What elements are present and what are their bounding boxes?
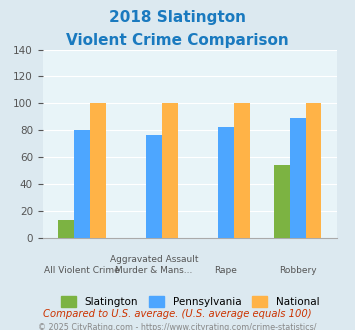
- Text: Compared to U.S. average. (U.S. average equals 100): Compared to U.S. average. (U.S. average …: [43, 309, 312, 318]
- Text: © 2025 CityRating.com - https://www.cityrating.com/crime-statistics/: © 2025 CityRating.com - https://www.city…: [38, 323, 317, 330]
- Text: Aggravated Assault: Aggravated Assault: [110, 255, 198, 264]
- Bar: [90, 103, 106, 238]
- Bar: [274, 165, 290, 238]
- Bar: [162, 103, 178, 238]
- Bar: [290, 118, 306, 238]
- Text: Murder & Mans...: Murder & Mans...: [115, 266, 193, 275]
- Text: 2018 Slatington: 2018 Slatington: [109, 10, 246, 25]
- Bar: [74, 130, 90, 238]
- Bar: [218, 127, 234, 238]
- Text: All Violent Crime: All Violent Crime: [44, 266, 120, 275]
- Bar: [306, 103, 321, 238]
- Text: Violent Crime Comparison: Violent Crime Comparison: [66, 33, 289, 48]
- Text: Robbery: Robbery: [279, 266, 317, 275]
- Bar: [234, 103, 250, 238]
- Text: Rape: Rape: [214, 266, 237, 275]
- Legend: Slatington, Pennsylvania, National: Slatington, Pennsylvania, National: [56, 292, 323, 312]
- Bar: [59, 220, 74, 238]
- Bar: [146, 136, 162, 238]
